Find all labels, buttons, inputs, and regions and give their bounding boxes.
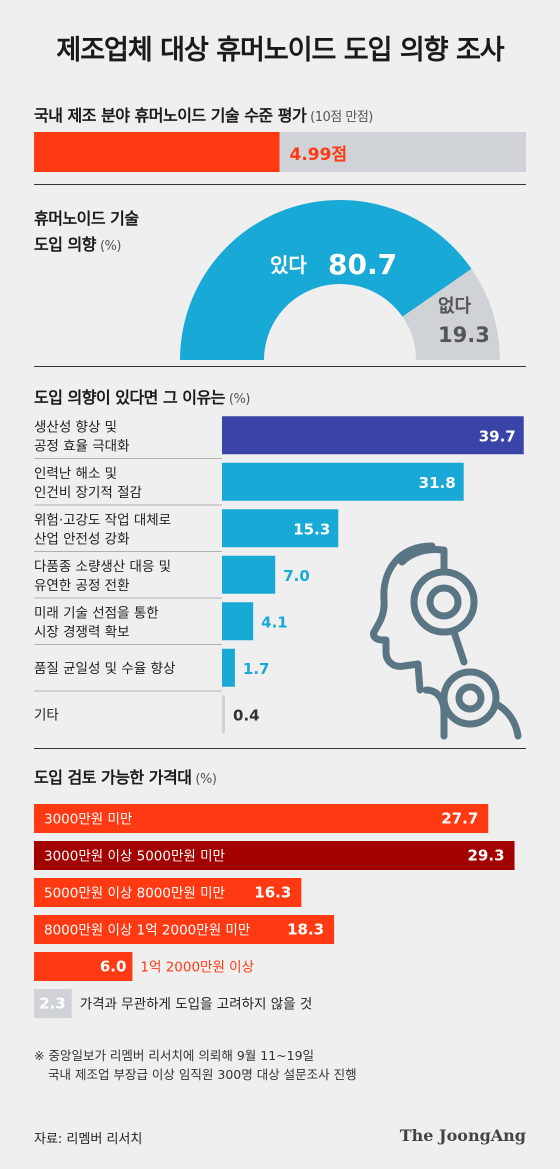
price-label: 5000만원 이상 8000만원 미만 xyxy=(44,886,225,902)
reason-label: 위험·고강도 작업 대체로 xyxy=(34,512,171,528)
donut-label-yes: 있다 xyxy=(270,253,307,277)
reason-value-label: 0.4 xyxy=(233,706,260,724)
reason-label: 생산성 향상 및 xyxy=(34,419,117,435)
score-value-label: 4.99점 xyxy=(290,145,348,165)
reason-label: 시장 경쟁력 확보 xyxy=(34,624,130,640)
footnote: ※ 중앙일보가 리멤버 리서치에 의뢰해 9월 11~19일 국내 제조업 부장… xyxy=(34,1046,357,1084)
section2-unit: (%) xyxy=(99,239,122,254)
donut-value-no: 19.3 xyxy=(438,323,490,347)
section1-unit: (10점 만점) xyxy=(310,110,373,125)
reason-value-label: 39.7 xyxy=(479,427,516,445)
publisher-logo: The JoongAng xyxy=(399,1126,526,1145)
reason-value-label: 31.8 xyxy=(419,474,456,492)
score-bar xyxy=(34,132,280,172)
reason-bar xyxy=(222,648,235,687)
reason-value-label: 7.0 xyxy=(283,567,310,585)
reason-value-label: 4.1 xyxy=(261,613,288,631)
price-bar xyxy=(34,841,515,870)
section1-title: 국내 제조 분야 휴머노이드 기술 수준 평가 (10점 만점) xyxy=(34,102,373,126)
reason-label: 공정 효율 극대화 xyxy=(34,438,130,454)
reason-value-label: 15.3 xyxy=(293,520,330,538)
section2-title-line1: 휴머노이드 기술 xyxy=(34,209,139,228)
divider-2 xyxy=(34,366,526,367)
section4-title: 도입 검토 가능한 가격대 (%) xyxy=(34,764,217,788)
reason-value-label: 1.7 xyxy=(243,660,270,678)
price-bar-chart: 3000만원 미만 27.7 3000만원 이상 5000만원 미만 29.3 5000… xyxy=(34,804,515,1018)
section2-title-line2: 도입 의향 xyxy=(34,235,96,254)
divider-1 xyxy=(34,184,526,185)
price-value-label: 18.3 xyxy=(287,921,324,939)
reason-label: 유연한 공정 전환 xyxy=(34,578,130,594)
section4-unit: (%) xyxy=(195,772,217,787)
reason-bar xyxy=(222,602,254,641)
section3-title-text: 도입 의향이 있다면 그 이유는 xyxy=(34,388,225,407)
reason-bar xyxy=(222,555,276,594)
price-value-label: 6.0 xyxy=(100,958,127,976)
reason-label: 다품종 소량생산 대응 및 xyxy=(34,559,171,575)
section3-title: 도입 의향이 있다면 그 이유는 (%) xyxy=(34,384,250,408)
donut-slice-no xyxy=(402,268,500,360)
reason-label: 기타 xyxy=(34,707,59,723)
price-bar xyxy=(34,915,335,944)
price-label: 1억 2000만원 이상 xyxy=(140,960,254,976)
reason-bar xyxy=(222,509,339,548)
donut-value-yes: 80.7 xyxy=(328,248,397,281)
price-value-label: 2.3 xyxy=(39,995,66,1013)
price-label: 3000만원 미만 xyxy=(44,812,132,828)
reason-bar xyxy=(222,462,464,501)
reason-label: 미래 기술 선점을 통한 xyxy=(34,605,159,621)
price-label: 3000만원 이상 5000만원 미만 xyxy=(44,849,225,865)
price-bar xyxy=(34,804,489,833)
price-label: 8000만원 이상 1억 2000만원 미만 xyxy=(44,923,250,939)
reason-bar xyxy=(222,695,226,734)
price-value-label: 27.7 xyxy=(441,810,478,828)
section1-title-text: 국내 제조 분야 휴머노이드 기술 수준 평가 xyxy=(34,106,307,125)
reason-label: 인건비 장기적 절감 xyxy=(34,485,142,501)
robot-head-icon xyxy=(370,542,522,740)
price-bar xyxy=(34,952,133,981)
tech-score-chart: 4.99점 xyxy=(34,132,526,172)
donut-slice-yes xyxy=(180,199,472,360)
reason-bar xyxy=(222,416,524,455)
intent-half-donut: 있다 80.7 없다 19.3 xyxy=(180,199,500,360)
section4-title-text: 도입 검토 가능한 가격대 xyxy=(34,768,192,787)
page-title: 제조업체 대상 휴머노이드 도입 의향 조사 xyxy=(56,35,504,66)
price-value-label: 29.3 xyxy=(468,847,505,865)
reason-label: 산업 안전성 강화 xyxy=(34,531,130,547)
source-label: 자료: 리멤버 리서치 xyxy=(34,1132,143,1147)
divider-3 xyxy=(34,748,526,749)
footnote-line1: ※ 중앙일보가 리멤버 리서치에 의뢰해 9월 11~19일 xyxy=(34,1048,315,1063)
footnote-line2: 국내 제조업 부장급 이상 임직원 300명 대상 설문조사 진행 xyxy=(48,1067,357,1082)
section2-title: 휴머노이드 기술 도입 의향 (%) xyxy=(34,206,139,260)
price-bar xyxy=(34,989,72,1018)
price-value-label: 16.3 xyxy=(254,884,291,902)
price-bar xyxy=(34,878,302,907)
reason-label: 인력난 해소 및 xyxy=(34,466,117,482)
reason-label: 품질 균일성 및 수율 향상 xyxy=(34,661,175,677)
section3-unit: (%) xyxy=(228,392,251,407)
donut-label-no: 없다 xyxy=(438,296,472,317)
price-label: 가격과 무관하게 도입을 고려하지 않을 것 xyxy=(80,997,313,1013)
